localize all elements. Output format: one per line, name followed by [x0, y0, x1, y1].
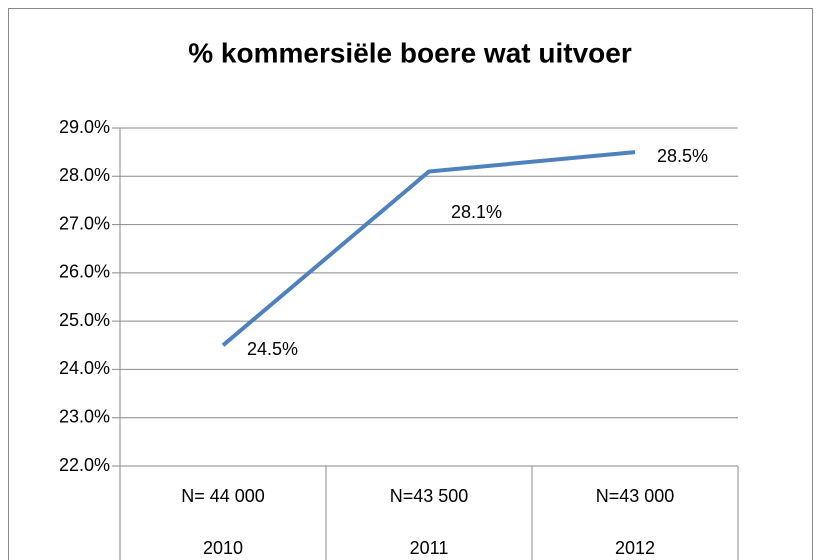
data-label: 28.1% [451, 202, 502, 222]
sample-size-label: N=43 000 [596, 486, 675, 506]
y-tick-label: 24.0% [59, 358, 110, 378]
x-tick-label: 2011 [410, 538, 449, 558]
data-label: 24.5% [247, 339, 298, 359]
chart-title: % kommersiële boere wat uitvoer [188, 37, 632, 68]
x-tick-label: 2012 [615, 538, 655, 558]
sample-size-label: N= 44 000 [181, 486, 265, 506]
y-tick-label: 25.0% [59, 310, 110, 330]
y-tick-label: 29.0% [59, 117, 110, 137]
data-label: 28.5% [657, 146, 708, 166]
chart-border [8, 8, 813, 560]
sample-size-label: N=43 500 [390, 486, 469, 506]
line-series [221, 150, 636, 347]
y-tick-label: 26.0% [59, 262, 110, 282]
y-tick-label: 27.0% [59, 213, 110, 233]
y-tick-label: 22.0% [59, 455, 110, 475]
y-tick-label: 28.0% [59, 165, 110, 185]
y-tick-label: 23.0% [59, 406, 110, 426]
x-tick-label: 2010 [203, 538, 243, 558]
